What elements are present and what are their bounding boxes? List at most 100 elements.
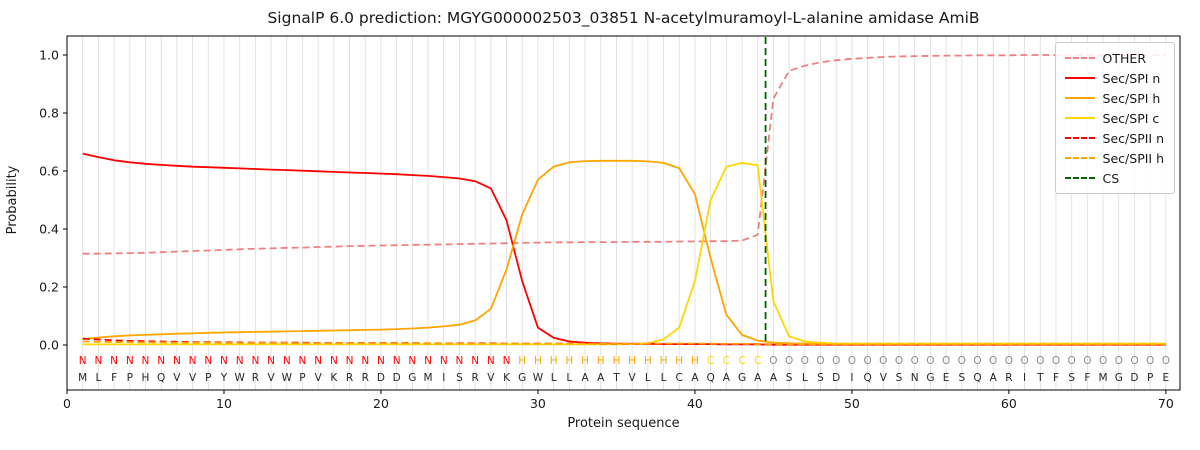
region-letter: N: [157, 355, 165, 367]
sequence-letter: V: [487, 372, 495, 384]
region-letter: O: [989, 355, 997, 367]
y-tick-label: 1.0: [39, 48, 59, 63]
region-letter: N: [471, 355, 479, 367]
region-letter: H: [550, 355, 558, 367]
region-letter: N: [142, 355, 150, 367]
sequence-letter: A: [990, 372, 998, 384]
region-letter: O: [958, 355, 966, 367]
region-letter: N: [110, 355, 118, 367]
region-letter: N: [424, 355, 432, 367]
x-tick-label: 70: [1158, 396, 1174, 411]
region-letter: N: [283, 355, 291, 367]
sequence-letter: G: [518, 372, 526, 384]
region-letter: C: [754, 355, 761, 367]
chart-title: SignalP 6.0 prediction: MGYG000002503_03…: [267, 9, 980, 27]
sequence-letter: Q: [863, 372, 871, 384]
region-letter: O: [942, 355, 950, 367]
legend-item-label: Sec/SPII n: [1102, 130, 1164, 146]
y-tick-label: 0.8: [39, 106, 59, 121]
region-letter: N: [346, 355, 354, 367]
curve-sec-spi-c: [82, 161, 1166, 346]
sequence-letter: W: [533, 372, 544, 384]
sequence-letter: G: [926, 372, 934, 384]
legend-item-sec-spii-h: Sec/SPII h: [1064, 148, 1164, 168]
sequence-letter: T: [1036, 372, 1044, 384]
region-letter: N: [204, 355, 212, 367]
y-tick-label: 0.2: [39, 280, 59, 295]
y-tick-label: 0.4: [39, 222, 59, 237]
region-letter: O: [832, 355, 840, 367]
other-line-sample-icon: [1064, 57, 1095, 59]
sequence-letter: E: [943, 372, 950, 384]
sequence-letter: T: [612, 372, 620, 384]
curve-sec-spi-h: [82, 159, 1166, 345]
sequence-letter: R: [346, 372, 353, 384]
sequence-letter: G: [1115, 372, 1123, 384]
sequence-letter: R: [472, 372, 479, 384]
curve-sec-spi-n: [82, 152, 1166, 346]
sequence-letter: V: [880, 372, 888, 384]
region-letter: N: [503, 355, 511, 367]
y-tick-label: 0.0: [39, 338, 59, 353]
legend-item-label: Sec/SPI h: [1102, 90, 1161, 106]
sequence-letter: L: [566, 372, 572, 384]
sec-spii-n-line-sample-icon: [1064, 137, 1095, 139]
sequence-letter: D: [832, 372, 840, 384]
x-tick-label: 30: [530, 396, 546, 411]
region-letter: O: [1036, 355, 1044, 367]
region-letter: N: [267, 355, 275, 367]
y-tick-label: 0.6: [39, 164, 59, 179]
sequence-letter: W: [234, 372, 245, 384]
region-letter: H: [612, 355, 620, 367]
x-tick-label: 0: [63, 396, 71, 411]
region-letter: C: [738, 355, 745, 367]
sequence-letter: C: [676, 372, 683, 384]
sequence-letter: R: [252, 372, 259, 384]
sequence-letter: V: [629, 372, 637, 384]
sequence-letter: S: [786, 372, 793, 384]
sequence-letter: A: [770, 372, 778, 384]
sequence-letter: L: [95, 372, 101, 384]
sec-spi-h-line-sample-icon: [1064, 97, 1095, 99]
region-letter: N: [314, 355, 322, 367]
region-letter: H: [660, 355, 668, 367]
x-tick-label: 50: [844, 396, 860, 411]
legend-item-sec-spii-n: Sec/SPII n: [1064, 128, 1164, 148]
region-letter: O: [1146, 355, 1154, 367]
sequence-letter: S: [896, 372, 903, 384]
region-letter: O: [1130, 355, 1138, 367]
region-letter: N: [236, 355, 244, 367]
legend-item-other: OTHER: [1064, 48, 1164, 68]
sequence-letter: D: [393, 372, 401, 384]
legend: OTHER Sec/SPI n Sec/SPI h Sec/SPI c Sec/…: [1054, 42, 1175, 194]
region-letter: N: [361, 355, 369, 367]
region-letter: N: [487, 355, 495, 367]
sequence-letter: P: [299, 372, 305, 384]
sequence-letter: F: [1053, 372, 1059, 384]
region-letter: H: [628, 355, 636, 367]
sequence-letter: N: [911, 372, 919, 384]
sequence-letter: A: [597, 372, 605, 384]
sec-spi-c-line-sample-icon: [1064, 117, 1095, 119]
sequence-letter: E: [1163, 372, 1170, 384]
sequence-letter: P: [1147, 372, 1153, 384]
legend-item-label: Sec/SPII h: [1102, 150, 1164, 166]
region-letter: O: [1099, 355, 1107, 367]
sequence-letter: R: [1005, 372, 1012, 384]
region-letter: O: [1068, 355, 1076, 367]
curve-other: [82, 54, 1166, 255]
x-tick-label: 40: [687, 396, 703, 411]
region-letter: N: [330, 355, 338, 367]
sequence-letter: S: [1068, 372, 1075, 384]
sequence-letter: S: [817, 372, 824, 384]
sequence-letter: I: [1023, 372, 1026, 384]
sequence-letter: I: [850, 372, 853, 384]
region-letter: H: [565, 355, 573, 367]
sequence-letter: Q: [157, 372, 165, 384]
sequence-letter: F: [111, 372, 117, 384]
plot-frame: [66, 35, 1181, 391]
region-letter: O: [801, 355, 809, 367]
sequence-letter: M: [424, 372, 433, 384]
legend-item-cs: CS: [1064, 168, 1164, 188]
sequence-letter: D: [377, 372, 385, 384]
